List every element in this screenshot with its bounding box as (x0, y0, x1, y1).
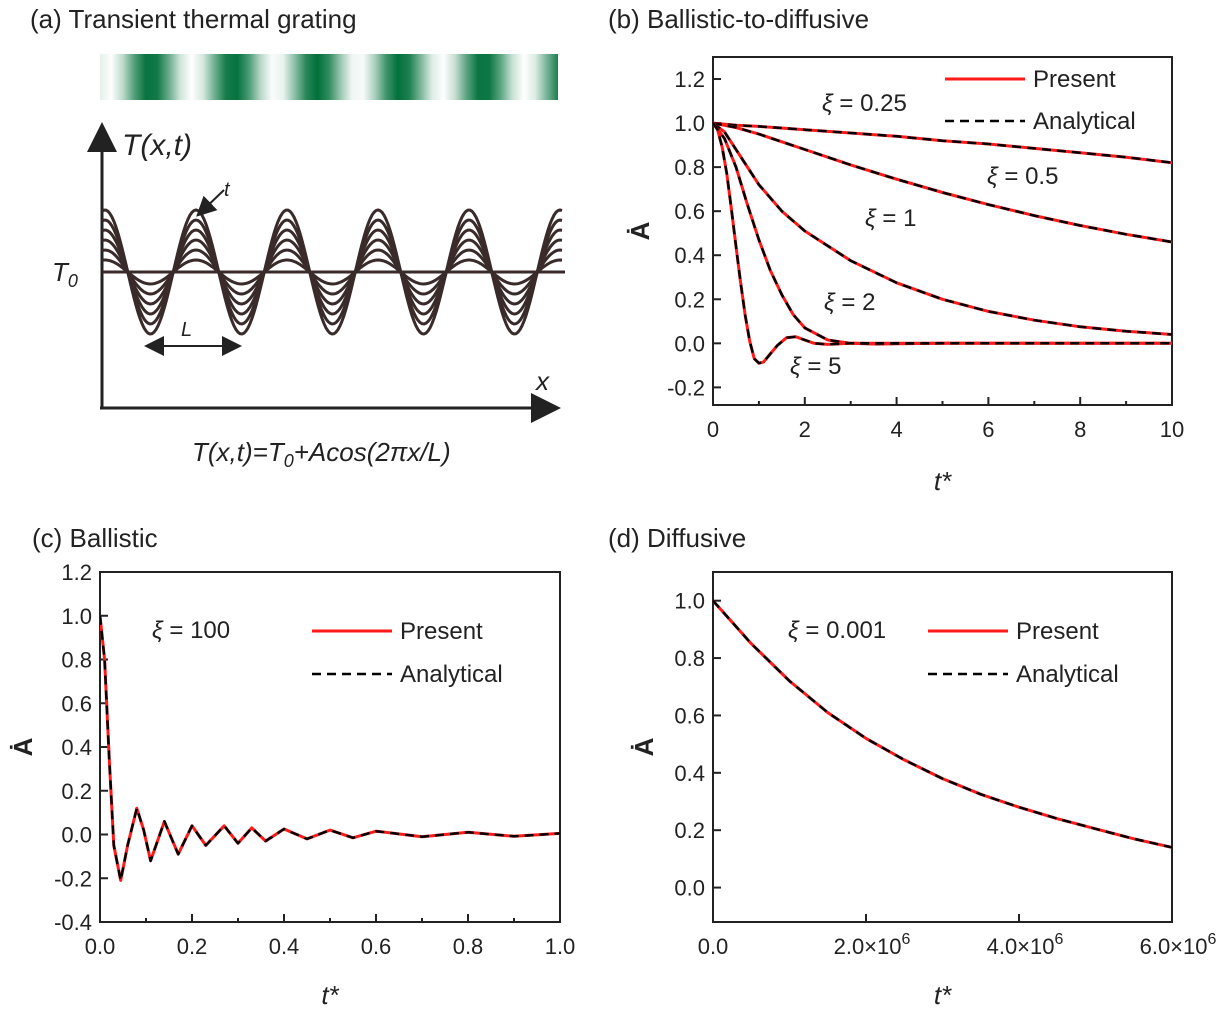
temperature-profile-2 (101, 228, 563, 316)
plot-frame (712, 571, 1173, 923)
y-tick-label: 0.6 (674, 703, 705, 728)
x-axis-label: t* (934, 980, 952, 1010)
legend-present-label: Present (1033, 66, 1116, 93)
t-arrow (196, 189, 225, 217)
x-axis-label: t* (321, 980, 339, 1010)
y-tick-label: 0.8 (61, 648, 92, 673)
panel-d-title: (d) Diffusive (608, 523, 746, 553)
y-tick-label: 0.0 (674, 331, 705, 356)
present-line-0 (713, 599, 1172, 849)
x-tick-label: 4 (890, 417, 902, 442)
curve-annotation: ξ = 0.25 (822, 90, 907, 117)
thermal-grating-bar (100, 54, 558, 100)
x-tick-label: 0 (707, 417, 719, 442)
analytical-line-0 (100, 615, 560, 882)
y-tick-label: 0.8 (674, 155, 705, 180)
y-tick-label: -0.2 (54, 866, 92, 891)
curve-annotation: ξ = 2 (824, 289, 875, 316)
x-tick-label: 0.0 (85, 934, 116, 959)
present-line-2 (713, 121, 1172, 336)
y-tick-label: 1.2 (61, 560, 92, 585)
legend-analytical-label: Analytical (1016, 661, 1119, 688)
curve-annotation: ξ = 5 (790, 353, 841, 380)
panel-c-title: (c) Ballistic (32, 523, 158, 553)
grating-formula: T(x,t)=T0+Acos(2πx/L) (192, 437, 451, 471)
temperature-profile-3 (101, 238, 563, 306)
x-tick-label: 10 (1160, 417, 1184, 442)
x-tick-label: 0.6 (361, 934, 392, 959)
present-line-4 (713, 122, 1172, 365)
curve-annotation: ξ = 100 (152, 617, 230, 644)
y-axis-label: Ȧ (629, 737, 659, 756)
chart-c: 0.0 0.2 0.4 0.6 0.8 1.0 -0.4 -0.2 0.0 0.2 0.4 0.6 0.… (8, 560, 575, 1010)
x-tick-label: 8 (1074, 417, 1086, 442)
legend-present-label: Present (1016, 618, 1099, 645)
x-axis-label: t* (934, 466, 952, 496)
y-axis-label: Ȧ (8, 737, 38, 756)
y-tick-label: 1.2 (674, 67, 705, 92)
a-x-label: x (534, 366, 550, 396)
y-axis-label: Ȧ (625, 221, 655, 240)
y-tick-label: 0.2 (61, 779, 92, 804)
temperature-profile-5 (101, 258, 563, 286)
x-tick-label: 4.0×106 (987, 931, 1064, 959)
curve-annotation: ξ = 0.5 (987, 163, 1058, 190)
x-tick-label: 0.0 (698, 934, 729, 959)
panel-a-schematic: T(x,t) x T0 t L T(x,t)=T0+Acos(2πx/L) (52, 54, 565, 471)
analytical-line-0 (713, 121, 1172, 164)
legend-present-label: Present (400, 618, 483, 645)
x-tick-label: 0.8 (453, 934, 484, 959)
chart-b: 0 2 4 6 8 10 -0.2 0.0 0.2 0.4 0.6 0.8 1.0 1.2 t* Ȧ Prese… (625, 56, 1184, 496)
y-tick-label: 0.8 (674, 646, 705, 671)
y-tick-label: 0.4 (674, 243, 705, 268)
y-tick-label: 0.0 (674, 876, 705, 901)
x-tick-label: 1.0 (545, 934, 576, 959)
y-tick-label: -0.4 (54, 910, 92, 935)
x-tick-label: 6.0×106 (1140, 931, 1217, 959)
y-tick-label: 1.0 (674, 589, 705, 614)
y-tick-label: 0.0 (61, 823, 92, 848)
y-tick-label: 0.2 (674, 818, 705, 843)
x-tick-label: 0.2 (177, 934, 208, 959)
chart-d: 0.0 2.0×106 4.0×106 6.0×106 0.0 0.2 0.4 0.6 0.8 1… (629, 571, 1217, 1010)
legend-analytical-label: Analytical (400, 661, 503, 688)
panel-b-title: (b) Ballistic-to-diffusive (608, 4, 869, 34)
present-line-0 (100, 615, 560, 882)
analytical-line-0 (713, 599, 1172, 849)
x-tick-label: 2 (799, 417, 811, 442)
curve-annotation: ξ = 1 (865, 205, 916, 232)
analytical-line-4 (713, 122, 1172, 365)
y-tick-label: 0.4 (61, 735, 92, 760)
panel-a-title: (a) Transient thermal grating (30, 4, 357, 34)
y-tick-label: 0.4 (674, 761, 705, 786)
y-tick-label: 0.6 (61, 691, 92, 716)
curve-annotation: ξ = 0.001 (788, 617, 886, 644)
y-tick-label: 1.0 (674, 111, 705, 136)
y-tick-label: 0.6 (674, 199, 705, 224)
y-tick-label: -0.2 (667, 375, 705, 400)
y-tick-label: 0.2 (674, 287, 705, 312)
legend-analytical-label: Analytical (1033, 108, 1136, 135)
L-label: L (181, 319, 192, 341)
temperature-profiles (101, 208, 563, 336)
a-y-label: T(x,t) (122, 129, 192, 162)
temperature-profile-4 (101, 248, 563, 296)
x-tick-label: 6 (982, 417, 994, 442)
y-tick-label: 1.0 (61, 604, 92, 629)
x-tick-label: 0.4 (269, 934, 300, 959)
t0-label: T0 (52, 257, 78, 291)
analytical-line-1 (713, 121, 1172, 244)
x-tick-label: 2.0×106 (834, 931, 911, 959)
t-arrow-label: t (224, 179, 231, 201)
